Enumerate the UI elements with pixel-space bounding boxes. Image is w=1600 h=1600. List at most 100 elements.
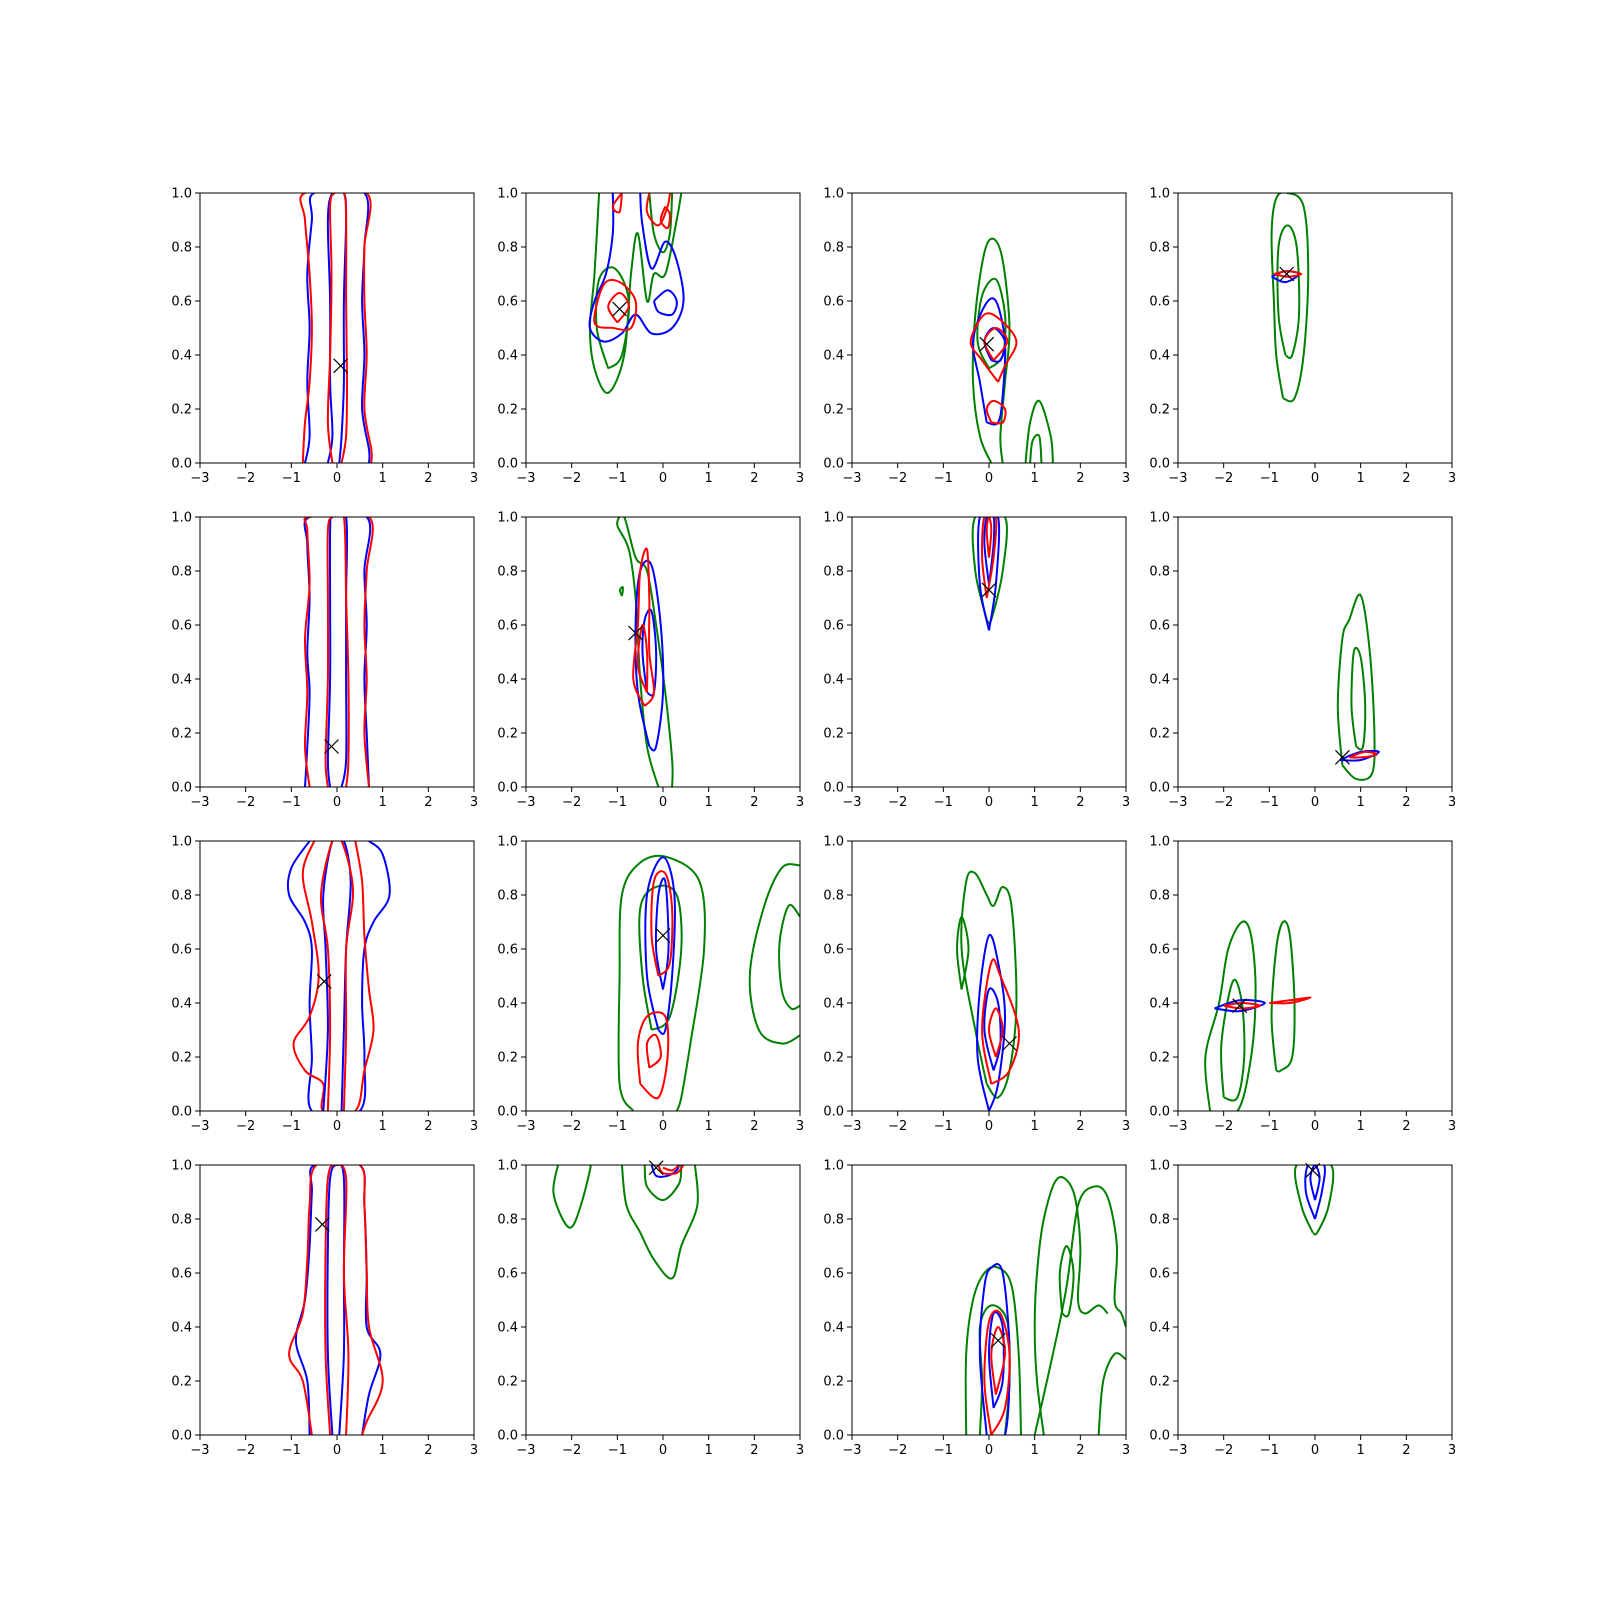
contour-group: [1270, 193, 1310, 403]
x-tick-label: −3: [190, 795, 209, 810]
y-tick-label: 0.4: [497, 997, 518, 1012]
y-tick-label: 0.8: [1149, 565, 1170, 580]
x-marker: [981, 582, 997, 598]
red-contour-line: [981, 517, 998, 599]
green-contour-line: [971, 237, 1011, 463]
axes-frame: [1177, 840, 1453, 1112]
red-contour-line: [659, 205, 671, 230]
blue-contour-line: [1214, 999, 1266, 1013]
x-marker: [628, 625, 644, 641]
y-tick-label: 0.6: [171, 1267, 192, 1282]
green-contour-line: [618, 586, 624, 597]
blue-contour-line: [304, 193, 371, 463]
red-contour-line: [319, 841, 355, 1111]
x-tick-label: 2: [1402, 471, 1410, 486]
contour-group: [1336, 593, 1380, 781]
green-contour-line: [638, 884, 683, 1031]
axes-frame: [525, 1164, 801, 1436]
x-tick-label: −3: [516, 471, 535, 486]
y-tick-label: 0.0: [497, 1105, 518, 1120]
y-tick-label: 0.8: [823, 241, 844, 256]
y-tick-label: 0.0: [1149, 457, 1170, 472]
y-tick-label: 0.6: [171, 943, 192, 958]
y-tick-label: 0.0: [497, 781, 518, 796]
y-tick-label: 0.8: [171, 1213, 192, 1228]
x-tick-label: 3: [470, 471, 478, 486]
blue-contour-line: [326, 517, 349, 787]
axes-frame: [199, 840, 475, 1112]
x-tick-label: 1: [1031, 1119, 1039, 1134]
x-tick-label: 3: [796, 1443, 804, 1458]
blue-contour-line: [977, 517, 1001, 631]
subplot-r1-c2: −3 −2 −1 0 1 2 3 0.0 0.2 0.4 0.6 0.8 1.0: [497, 187, 804, 487]
green-contour-line: [1293, 1165, 1335, 1236]
x-tick-label: −1: [934, 1443, 953, 1458]
x-marker: [316, 973, 332, 989]
x-tick-label: −1: [1260, 1119, 1279, 1134]
x-tick-label: −2: [888, 471, 907, 486]
x-tick-label: 0: [333, 1119, 341, 1134]
x-tick-label: 3: [1122, 1443, 1130, 1458]
x-tick-label: −2: [236, 1119, 255, 1134]
x-tick-label: −2: [562, 795, 581, 810]
red-contour-line: [299, 193, 373, 463]
red-contour-line: [645, 193, 671, 227]
y-tick-label: 1.0: [497, 1159, 518, 1174]
x-tick-label: −3: [516, 1443, 535, 1458]
x-tick-label: −3: [516, 1119, 535, 1134]
x-tick-label: 0: [333, 471, 341, 486]
axes-frame: [525, 840, 801, 1112]
blue-contour-line: [988, 1311, 1005, 1409]
y-tick-label: 0.6: [171, 295, 192, 310]
x-tick-label: −2: [1214, 795, 1233, 810]
y-tick-label: 0.4: [823, 997, 844, 1012]
contour-group: [616, 517, 674, 787]
axes-frame: [1177, 192, 1453, 464]
x-tick-label: 0: [985, 1443, 993, 1458]
y-tick-label: 1.0: [171, 187, 192, 202]
x-tick-label: −1: [282, 1119, 301, 1134]
blue-contour-line: [971, 297, 1007, 426]
blue-contour-line: [978, 1263, 1011, 1435]
green-contour-line: [1220, 978, 1246, 1102]
x-marker: [1305, 1162, 1321, 1178]
x-tick-label: 1: [379, 1443, 387, 1458]
x-tick-label: −3: [842, 1119, 861, 1134]
x-tick-label: 2: [1402, 1443, 1410, 1458]
green-contour-line: [956, 915, 970, 990]
blue-contour-line: [303, 517, 372, 787]
y-tick-label: 0.6: [823, 295, 844, 310]
x-tick-label: −1: [282, 1443, 301, 1458]
y-tick-label: 0.0: [1149, 1105, 1170, 1120]
x-tick-label: −2: [888, 795, 907, 810]
x-tick-label: 0: [659, 1119, 667, 1134]
red-contour-line: [985, 399, 1007, 425]
contour-group: [964, 1176, 1126, 1435]
green-contour-line: [588, 193, 683, 394]
green-contour-line: [748, 863, 800, 1045]
x-tick-label: 2: [1402, 795, 1410, 810]
y-tick-label: 0.4: [1149, 997, 1170, 1012]
y-tick-label: 0.2: [497, 403, 518, 418]
y-tick-label: 0.8: [823, 1213, 844, 1228]
blue-contour-line: [294, 1165, 382, 1435]
x-tick-label: −2: [1214, 1119, 1233, 1134]
red-contour-line: [650, 870, 674, 977]
y-tick-label: 1.0: [823, 187, 844, 202]
x-marker: [314, 1216, 330, 1232]
x-marker: [655, 928, 671, 943]
subplot-r3-c2: −3 −2 −1 0 1 2 3 0.0 0.2 0.4 0.6 0.8 1.0: [497, 835, 804, 1135]
y-tick-label: 0.8: [497, 1213, 518, 1228]
y-tick-label: 1.0: [823, 835, 844, 850]
red-contour-line: [1273, 270, 1303, 278]
x-marker: [648, 1160, 664, 1176]
green-contour-line: [778, 903, 800, 1011]
subplot-r2-c4: −3 −2 −1 0 1 2 3 0.0 0.2 0.4 0.6 0.8 1.0: [1149, 511, 1456, 811]
blue-contour-line: [652, 289, 678, 317]
y-tick-label: 0.4: [823, 1321, 844, 1336]
x-tick-label: 2: [424, 1443, 432, 1458]
x-tick-label: 0: [333, 1443, 341, 1458]
red-contour-line: [303, 517, 374, 787]
red-contour-line: [657, 1165, 685, 1176]
blue-contour-line: [654, 877, 670, 990]
